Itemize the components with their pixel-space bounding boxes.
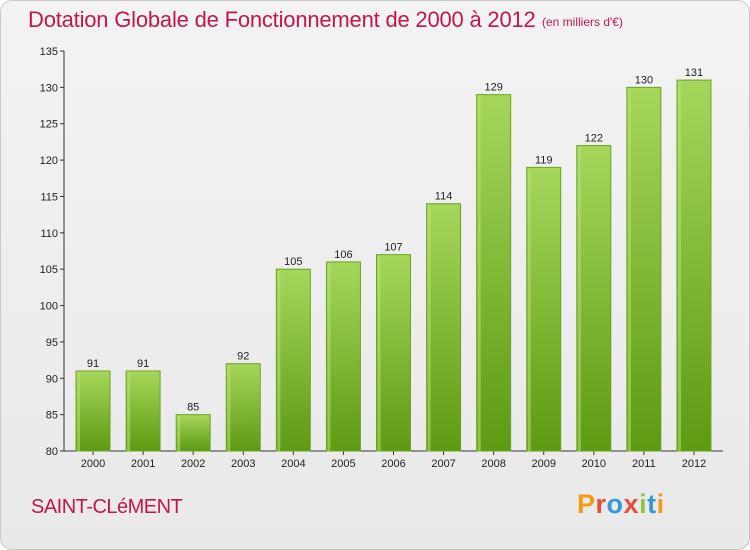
data-label: 91 <box>87 358 99 370</box>
data-label: 91 <box>137 358 149 370</box>
bars <box>75 79 712 452</box>
logo-letter: t <box>647 489 657 519</box>
bar-highlight <box>277 270 281 451</box>
y-tick-label: 105 <box>40 264 58 276</box>
logo-letter: x <box>623 489 640 519</box>
data-label: 85 <box>187 402 199 414</box>
labels: 80 85 90 95 100 105 110 115 120 125 130 135 91 2000 91… <box>40 46 707 470</box>
x-tick-label: 2006 <box>381 458 405 470</box>
bar-highlight <box>127 372 131 451</box>
bar <box>626 86 662 452</box>
data-label: 130 <box>635 74 653 86</box>
data-label: 122 <box>585 133 603 145</box>
bar <box>75 370 111 452</box>
bar <box>676 79 712 452</box>
bar-highlight <box>577 146 581 451</box>
bar <box>275 268 311 452</box>
bar-highlight <box>627 88 631 451</box>
y-tick-label: 115 <box>40 191 58 203</box>
bar <box>325 261 361 452</box>
x-tick-label: 2012 <box>682 458 706 470</box>
logo-letter: o <box>606 489 624 519</box>
bar <box>426 203 462 452</box>
bar <box>225 363 261 452</box>
chart-subtitle: (en milliers d'€) <box>542 15 623 29</box>
y-tick-label: 85 <box>46 410 58 422</box>
proxiti-logo[interactable]: Proxiti <box>577 489 665 520</box>
y-tick-label: 130 <box>40 82 58 94</box>
bar-highlight <box>377 255 381 451</box>
x-tick-label: 2000 <box>81 458 105 470</box>
y-tick-label: 135 <box>40 46 58 58</box>
bar <box>476 94 512 452</box>
y-tick-label: 90 <box>46 373 58 385</box>
y-tick-label: 120 <box>40 155 58 167</box>
y-tick-label: 110 <box>40 228 58 240</box>
x-tick-label: 2002 <box>181 458 205 470</box>
bar <box>576 145 612 452</box>
data-label: 107 <box>384 242 402 254</box>
chart-title: Dotation Globale de Fonctionnement de 20… <box>28 7 536 32</box>
data-label: 92 <box>237 351 249 363</box>
data-label: 114 <box>435 191 453 203</box>
x-tick-label: 2001 <box>131 458 155 470</box>
bar-highlight <box>677 81 681 451</box>
x-tick-label: 2010 <box>582 458 606 470</box>
bar-highlight <box>77 372 81 451</box>
bar <box>376 254 411 452</box>
data-label: 106 <box>334 249 352 261</box>
commune-name: SAINT-CLéMENT <box>31 496 183 518</box>
y-tick-label: 100 <box>40 301 58 313</box>
data-label: 129 <box>484 82 502 94</box>
y-tick-label: 80 <box>46 446 58 458</box>
x-tick-label: 2007 <box>431 458 455 470</box>
x-tick-label: 2009 <box>531 458 555 470</box>
logo-letter: P <box>577 489 596 519</box>
x-tick-label: 2005 <box>331 458 355 470</box>
y-tick-label: 125 <box>40 119 58 131</box>
bar <box>526 166 562 452</box>
x-tick-label: 2008 <box>481 458 505 470</box>
data-label: 131 <box>685 67 703 79</box>
bar-highlight <box>527 168 531 451</box>
x-tick-label: 2011 <box>632 458 656 470</box>
bar <box>125 370 161 452</box>
bar-highlight <box>177 415 181 451</box>
bar-highlight <box>227 364 231 451</box>
logo-letter: i <box>656 489 665 519</box>
logo-letter: r <box>595 489 607 519</box>
bar-highlight <box>327 262 331 451</box>
logo-letter: i <box>639 489 648 519</box>
x-tick-label: 2004 <box>281 458 305 470</box>
data-label: 105 <box>284 256 302 268</box>
y-tick-label: 95 <box>46 337 58 349</box>
data-label: 119 <box>535 154 553 166</box>
bar-highlight <box>427 204 431 451</box>
bar-highlight <box>477 95 481 452</box>
x-tick-label: 2003 <box>231 458 255 470</box>
bar <box>175 414 211 452</box>
